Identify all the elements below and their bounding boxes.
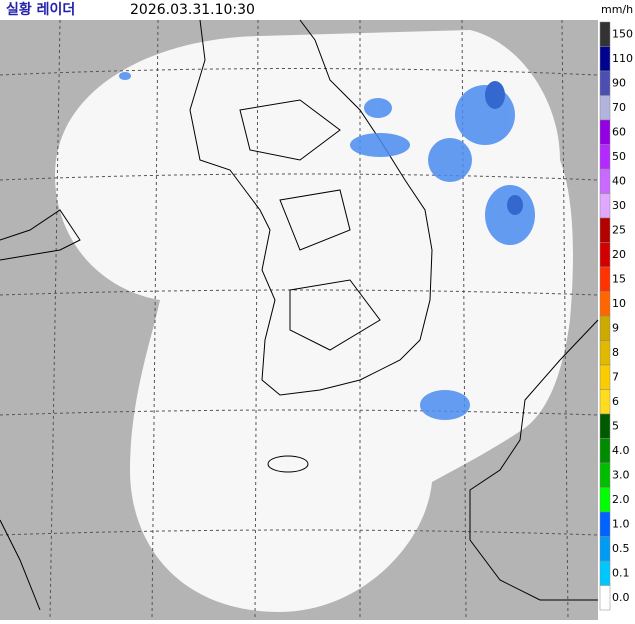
legend-label: 0.0 xyxy=(612,591,630,604)
legend-label: 0.1 xyxy=(612,566,630,579)
legend-label: 110 xyxy=(612,52,633,65)
legend-label: 9 xyxy=(612,321,619,334)
legend-label: 25 xyxy=(612,223,626,236)
legend-label: 20 xyxy=(612,248,626,261)
legend-label: 5 xyxy=(612,419,619,432)
legend-swatch xyxy=(599,413,611,439)
legend-swatch xyxy=(599,266,611,292)
legend-swatch xyxy=(599,364,611,390)
legend-label: 1.0 xyxy=(612,517,630,530)
legend-label: 60 xyxy=(612,125,626,138)
legend-label: 2.0 xyxy=(612,493,630,506)
legend-label: 150 xyxy=(612,27,633,40)
legend-label: 6 xyxy=(612,395,619,408)
legend-swatch xyxy=(599,389,611,415)
legend-swatch xyxy=(599,46,611,72)
legend-swatch xyxy=(599,217,611,243)
legend-swatch xyxy=(599,95,611,121)
legend-label: 30 xyxy=(612,199,626,212)
legend-swatch xyxy=(599,438,611,464)
legend-swatch xyxy=(599,511,611,537)
legend-swatch xyxy=(599,585,611,611)
legend-label: 90 xyxy=(612,76,626,89)
legend-swatch xyxy=(599,291,611,317)
legend-swatch xyxy=(599,315,611,341)
legend-swatch xyxy=(599,70,611,96)
legend-label: 10 xyxy=(612,297,626,310)
legend-swatch xyxy=(599,536,611,562)
legend-label: 40 xyxy=(612,174,626,187)
legend-swatch xyxy=(599,242,611,268)
title: 실황 레이더 xyxy=(6,1,75,18)
legend-swatch xyxy=(599,462,611,488)
map xyxy=(0,19,599,621)
legend-swatch xyxy=(599,21,611,47)
legend-label: 7 xyxy=(612,370,619,383)
grid xyxy=(0,19,599,621)
legend-label: 4.0 xyxy=(612,444,630,457)
coastline xyxy=(0,19,599,611)
legend-label: 50 xyxy=(612,150,626,163)
unit: mm/h xyxy=(601,3,633,16)
legend-swatch xyxy=(599,560,611,586)
legend-swatch xyxy=(599,168,611,194)
legend-swatch xyxy=(599,340,611,366)
legend-swatch xyxy=(599,487,611,513)
legend-swatch xyxy=(599,119,611,145)
legend-label: 3.0 xyxy=(612,468,630,481)
precipitation xyxy=(119,72,535,420)
legend-label: 70 xyxy=(612,101,626,114)
legend-swatch xyxy=(599,193,611,219)
legend: 150 110 90 70 60 50 40 30 25 20 15 10 9 8 7 6 5 4.0 3.0 2.0… xyxy=(599,21,633,611)
timestamp: 2026.03.31.10:30 xyxy=(130,2,255,18)
legend-label: 15 xyxy=(612,272,626,285)
legend-label: 8 xyxy=(612,346,619,359)
legend-label: 0.5 xyxy=(612,542,630,555)
legend-swatch xyxy=(599,144,611,170)
